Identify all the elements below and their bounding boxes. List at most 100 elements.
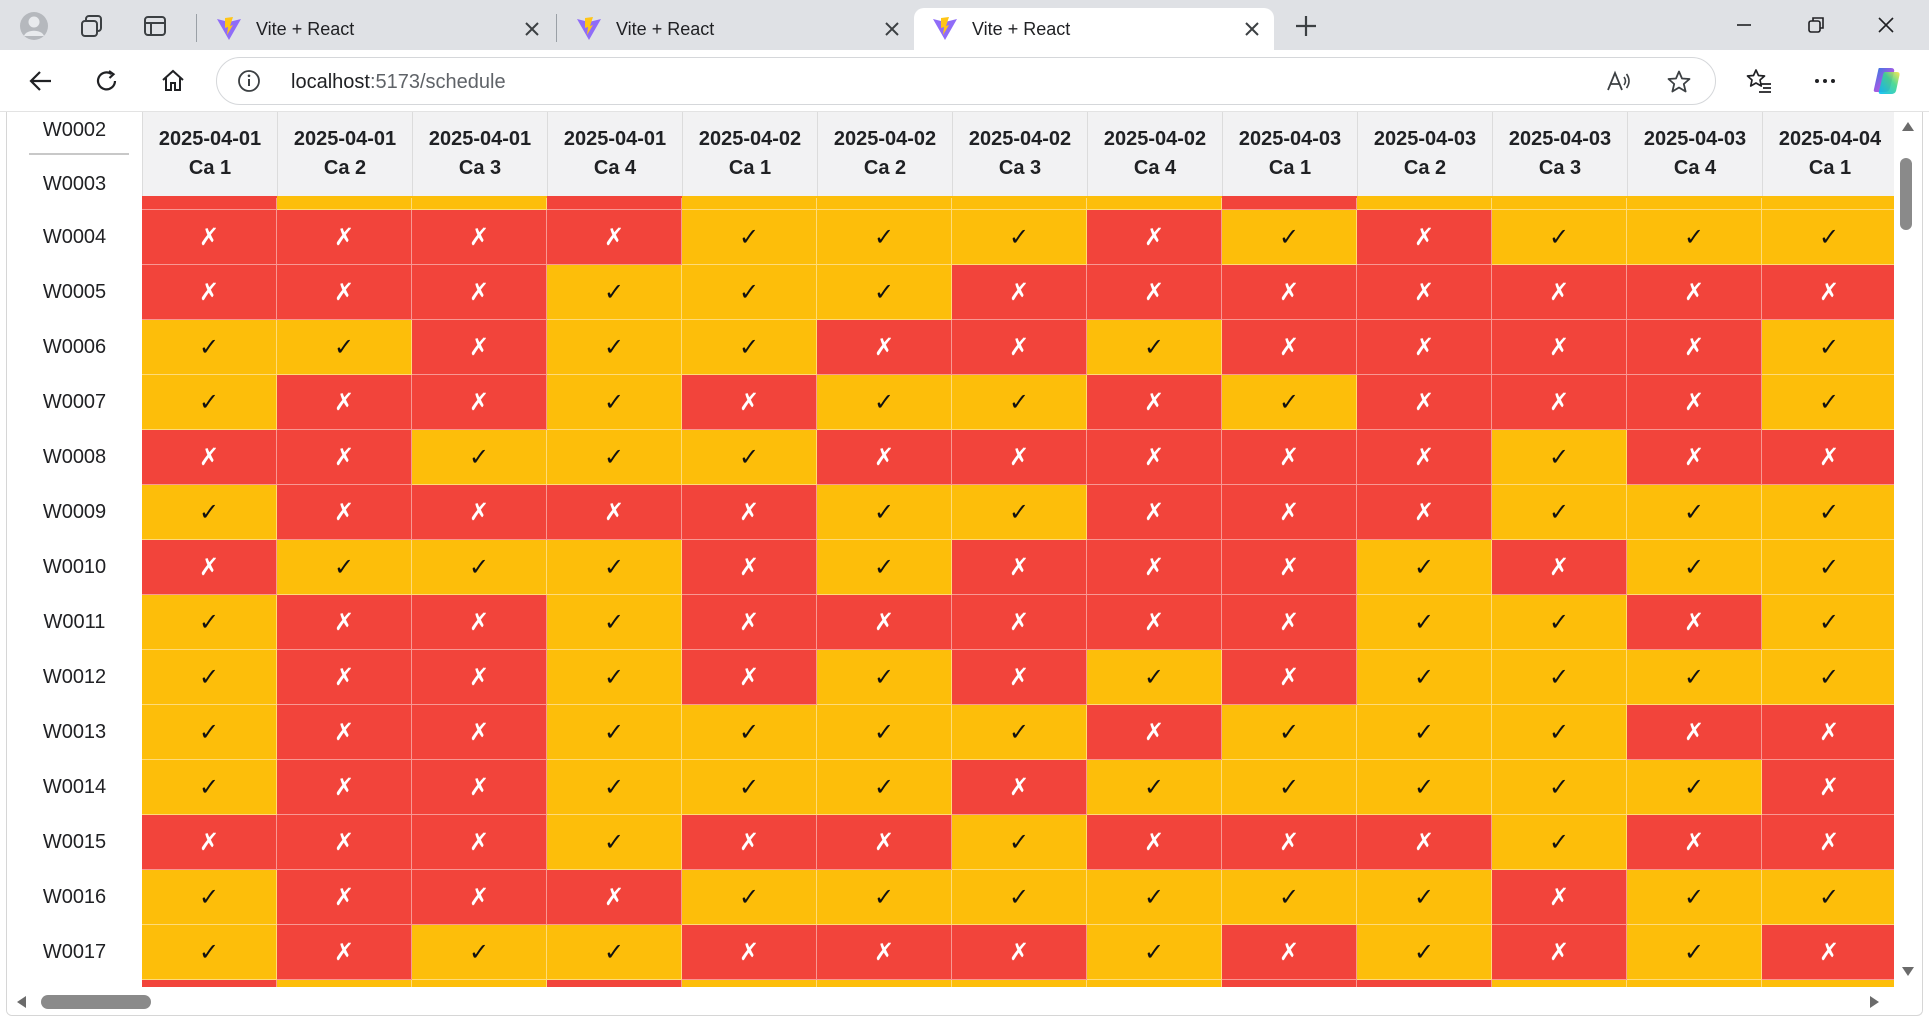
schedule-cell[interactable]: ✗ [952,265,1087,320]
schedule-cell[interactable]: ✓ [952,815,1087,870]
settings-more-button[interactable] [1804,60,1846,102]
schedule-cell[interactable]: ✓ [1087,870,1222,925]
schedule-cell[interactable]: ✓ [817,650,952,705]
schedule-cell[interactable]: ✗ [1222,540,1357,595]
schedule-cell[interactable]: ✗ [412,210,547,265]
schedule-cell[interactable]: ✗ [952,650,1087,705]
schedule-cell[interactable]: ✓ [547,595,682,650]
schedule-cell[interactable]: ✓ [142,925,277,980]
schedule-cell[interactable]: ✓ [1087,925,1222,980]
schedule-cell[interactable]: ✓ [142,650,277,705]
schedule-cell[interactable]: ✓ [1762,485,1897,540]
schedule-cell[interactable]: ✗ [277,210,412,265]
schedule-cell[interactable]: ✗ [1087,595,1222,650]
schedule-cell[interactable]: ✗ [1222,650,1357,705]
schedule-cell[interactable]: ✓ [142,375,277,430]
workspaces-button[interactable] [72,6,112,46]
schedule-cell[interactable]: ✗ [952,760,1087,815]
schedule-cell[interactable]: ✗ [682,650,817,705]
back-button[interactable] [20,60,62,102]
schedule-cell[interactable]: ✓ [1492,815,1627,870]
schedule-cell[interactable]: ✓ [817,375,952,430]
schedule-cell[interactable]: ✗ [1087,815,1222,870]
schedule-cell[interactable]: ✓ [952,375,1087,430]
schedule-cell[interactable]: ✗ [277,650,412,705]
schedule-cell[interactable]: ✓ [1762,870,1897,925]
schedule-cell[interactable] [547,196,682,210]
schedule-cell[interactable]: ✓ [682,265,817,320]
schedule-cell[interactable]: ✗ [682,485,817,540]
schedule-cell[interactable]: ✓ [682,705,817,760]
schedule-cell[interactable]: ✓ [1492,210,1627,265]
new-tab-button[interactable] [1286,6,1326,46]
schedule-cell[interactable]: ✗ [1087,265,1222,320]
reload-button[interactable] [86,60,128,102]
schedule-cell[interactable]: ✓ [1357,705,1492,760]
schedule-cell[interactable]: ✓ [1762,375,1897,430]
schedule-cell[interactable]: ✗ [277,485,412,540]
schedule-cell[interactable]: ✓ [142,320,277,375]
schedule-cell[interactable] [1087,196,1222,210]
schedule-cell[interactable]: ✗ [1222,815,1357,870]
schedule-cell[interactable]: ✗ [277,705,412,760]
schedule-cell[interactable]: ✗ [1762,705,1897,760]
schedule-cell[interactable]: ✗ [277,595,412,650]
schedule-cell[interactable]: ✗ [1357,210,1492,265]
schedule-cell[interactable]: ✗ [1627,320,1762,375]
schedule-cell[interactable]: ✓ [412,430,547,485]
schedule-cell[interactable]: ✓ [547,430,682,485]
schedule-cell[interactable]: ✗ [1357,375,1492,430]
copilot-button[interactable] [1866,60,1908,102]
minimize-button[interactable] [1710,0,1778,50]
schedule-cell[interactable]: ✗ [1492,320,1627,375]
schedule-cell[interactable]: ✗ [682,925,817,980]
address-bar[interactable]: localhost:5173/schedule [216,57,1716,105]
schedule-cell[interactable]: ✓ [1222,760,1357,815]
info-icon[interactable] [237,69,261,93]
schedule-cell[interactable]: ✗ [1087,430,1222,485]
schedule-cell[interactable]: ✓ [682,870,817,925]
schedule-cell[interactable]: ✓ [1357,925,1492,980]
schedule-cell[interactable]: ✗ [277,925,412,980]
schedule-cell[interactable]: ✓ [1627,870,1762,925]
schedule-cell[interactable]: ✗ [412,870,547,925]
schedule-cell[interactable]: ✓ [817,870,952,925]
schedule-cell[interactable]: ✗ [277,815,412,870]
schedule-cell[interactable]: ✗ [817,925,952,980]
schedule-cell[interactable]: ✗ [952,430,1087,485]
schedule-cell[interactable]: ✓ [1627,485,1762,540]
schedule-cell[interactable]: ✓ [1357,595,1492,650]
schedule-cell[interactable]: ✓ [277,540,412,595]
schedule-cell[interactable]: ✗ [1222,925,1357,980]
schedule-cell[interactable]: ✗ [1627,595,1762,650]
schedule-cell[interactable]: ✗ [1492,870,1627,925]
vertical-tabs-button[interactable] [135,6,175,46]
schedule-cell[interactable]: ✗ [412,650,547,705]
schedule-cell[interactable]: ✓ [412,540,547,595]
schedule-cell[interactable]: ✓ [547,320,682,375]
schedule-cell[interactable]: ✓ [142,485,277,540]
schedule-cell[interactable]: ✗ [1492,375,1627,430]
schedule-cell[interactable]: ✓ [1762,540,1897,595]
schedule-cell[interactable] [412,196,547,210]
add-favorite-button[interactable] [1665,68,1693,96]
schedule-cell[interactable]: ✗ [817,430,952,485]
schedule-cell[interactable] [1492,196,1627,210]
schedule-cell[interactable]: ✗ [952,320,1087,375]
scroll-left-arrow-icon[interactable] [15,995,27,1009]
restore-button[interactable] [1782,0,1850,50]
schedule-cell[interactable]: ✗ [1357,485,1492,540]
schedule-cell[interactable]: ✗ [277,430,412,485]
schedule-cell[interactable]: ✓ [547,375,682,430]
schedule-cell[interactable]: ✗ [1762,265,1897,320]
schedule-cell[interactable]: ✗ [142,540,277,595]
schedule-cell[interactable]: ✓ [1222,375,1357,430]
schedule-cell[interactable]: ✗ [1762,815,1897,870]
schedule-cell[interactable]: ✗ [412,705,547,760]
tab-3-active[interactable]: Vite + React [914,8,1274,50]
schedule-cell[interactable]: ✓ [1087,760,1222,815]
schedule-cell[interactable]: ✗ [1492,265,1627,320]
schedule-cell[interactable]: ✗ [1492,925,1627,980]
schedule-cell[interactable]: ✓ [817,760,952,815]
schedule-cell[interactable]: ✓ [817,265,952,320]
